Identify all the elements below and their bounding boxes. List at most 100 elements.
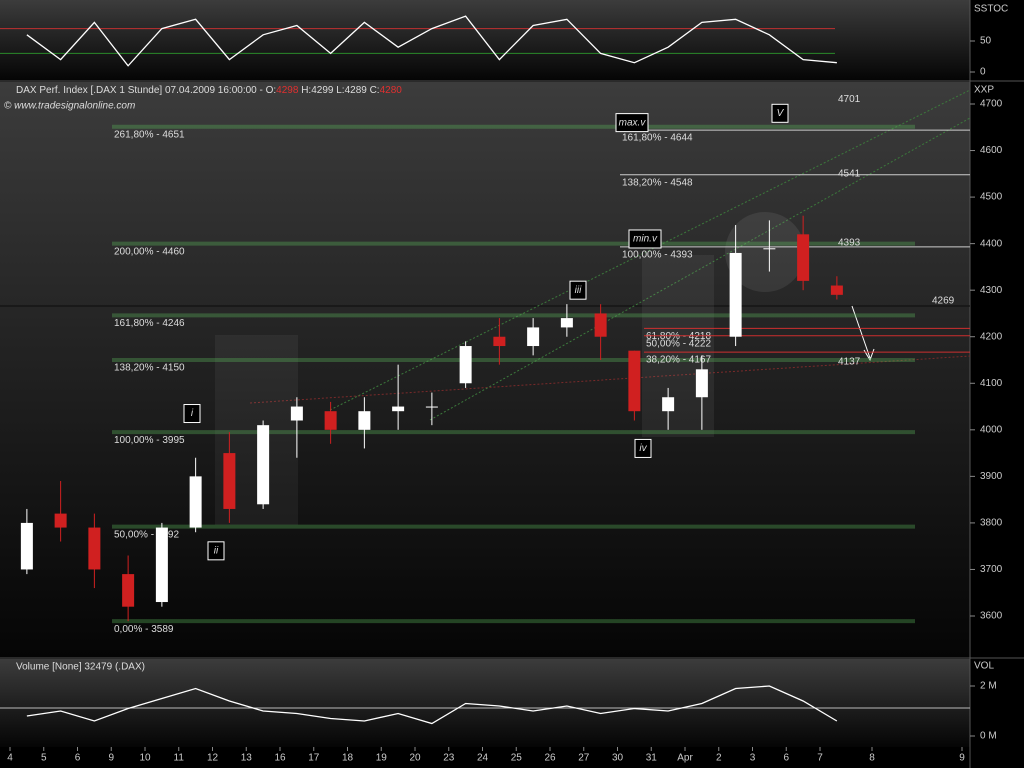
wave-label: V: [777, 108, 785, 119]
subtitle: © www.tradesignalonline.com: [4, 101, 135, 112]
annotation: 4541: [838, 169, 861, 180]
wave-box: [207, 541, 225, 561]
axis-title: VOL: [974, 661, 994, 672]
level-label: 61,80% - 4218: [646, 331, 711, 342]
annotation: 4393: [838, 238, 861, 249]
x-tick-label: 6: [783, 753, 789, 764]
channel-line: [429, 117, 971, 421]
x-tick-label: 6: [75, 753, 81, 764]
annotation: 4269: [932, 295, 955, 306]
y-tick-label: 2 M: [980, 681, 997, 692]
candle-body: [122, 574, 135, 607]
x-tick-label: 26: [544, 753, 556, 764]
channel-line: [329, 89, 971, 411]
wave-label: min.v: [633, 234, 658, 245]
axis-title: XXP: [974, 85, 994, 96]
x-tick-label: 12: [207, 753, 219, 764]
x-tick-label: 31: [646, 753, 658, 764]
title-part: 4280: [380, 85, 403, 96]
level-label: 161,80% - 4246: [114, 318, 185, 329]
x-tick-label: 16: [274, 753, 286, 764]
x-tick-label: 18: [342, 753, 354, 764]
y-tick-label: 50: [980, 36, 992, 47]
wave-box: [183, 404, 201, 424]
candle-body: [257, 425, 270, 505]
candle-body: [425, 406, 438, 408]
series-line: [26, 685, 838, 725]
wave-label: max.v: [619, 117, 647, 128]
y-tick-label: 4000: [980, 424, 1003, 435]
x-tick-label: 23: [443, 753, 455, 764]
level-label: 138,20% - 4150: [114, 363, 185, 374]
wave-box: [615, 113, 649, 133]
trend-line: [249, 355, 971, 404]
wave-label: iii: [575, 285, 582, 296]
y-tick-label: 4200: [980, 331, 1003, 342]
x-tick-label: 24: [477, 753, 489, 764]
x-tick-label: 25: [511, 753, 523, 764]
y-tick-label: 3800: [980, 518, 1003, 529]
x-tick-label: 3: [750, 753, 756, 764]
x-tick-label: 9: [108, 753, 114, 764]
chart-title: DAX Perf. Index [.DAX 1 Stunde] 07.04.20…: [16, 85, 402, 96]
wave-label: iv: [639, 443, 647, 454]
candle-body: [830, 285, 843, 295]
level-label: 138,20% - 4548: [622, 177, 693, 188]
candle-body: [223, 453, 236, 509]
y-tick-label: 4100: [980, 378, 1003, 389]
wave-label: i: [191, 408, 194, 419]
x-tick-label: 30: [612, 753, 624, 764]
volume-panel: [0, 659, 970, 747]
wave-box: [771, 103, 789, 123]
x-tick-label: 7: [817, 753, 823, 764]
x-tick-label: 8: [869, 753, 875, 764]
x-tick-label: 2: [716, 753, 722, 764]
y-tick-label: 3700: [980, 564, 1003, 575]
candle-body: [155, 527, 168, 603]
candle-body: [797, 234, 810, 281]
annotation: 4137: [838, 357, 861, 368]
level-label: 38,20% - 4167: [646, 355, 711, 366]
x-tick-label: 11: [174, 753, 185, 764]
candle-body: [662, 397, 675, 412]
y-tick-label: 3900: [980, 471, 1003, 482]
x-tick-label: 19: [376, 753, 388, 764]
x-tick-label: 17: [308, 753, 320, 764]
candle-body: [493, 336, 506, 347]
level-label: 0,00% - 3589: [114, 624, 174, 635]
candle-body: [290, 406, 303, 421]
x-tick-label: 9: [959, 753, 965, 764]
level-label: 100,00% - 3995: [114, 435, 185, 446]
y-tick-label: 0: [980, 67, 986, 78]
wave-box: [634, 438, 652, 458]
candle-body: [628, 350, 641, 412]
wave-box: [569, 280, 587, 300]
title-part: H:4299 L:4289 C:: [298, 85, 379, 96]
y-tick-label: 3600: [980, 611, 1003, 622]
level-label: 261,80% - 4651: [114, 129, 185, 140]
y-tick-label: 0 M: [980, 731, 997, 742]
candle-body: [54, 513, 67, 528]
x-tick-label: 5: [41, 753, 47, 764]
candle-body: [459, 346, 472, 384]
title-part: 4298: [276, 85, 299, 96]
zone: [725, 212, 805, 292]
x-tick-label: Apr: [677, 753, 693, 764]
candle-body: [20, 522, 33, 570]
x-tick-label: 10: [139, 753, 151, 764]
candle-body: [358, 411, 371, 430]
stoch-panel: [0, 0, 970, 80]
wave-label: ii: [214, 545, 219, 556]
y-tick-label: 4500: [980, 192, 1003, 203]
candle-body: [392, 406, 405, 412]
x-tick-label: 27: [578, 753, 590, 764]
x-tick-label: 13: [241, 753, 253, 764]
candle-body: [729, 252, 742, 337]
candle-body: [560, 318, 573, 328]
title-part: DAX Perf. Index [.DAX 1 Stunde] 07.04.20…: [16, 85, 276, 96]
candle-body: [189, 476, 202, 528]
series-line: [26, 15, 837, 67]
x-tick-label: 20: [409, 753, 421, 764]
candle-body: [324, 411, 337, 430]
